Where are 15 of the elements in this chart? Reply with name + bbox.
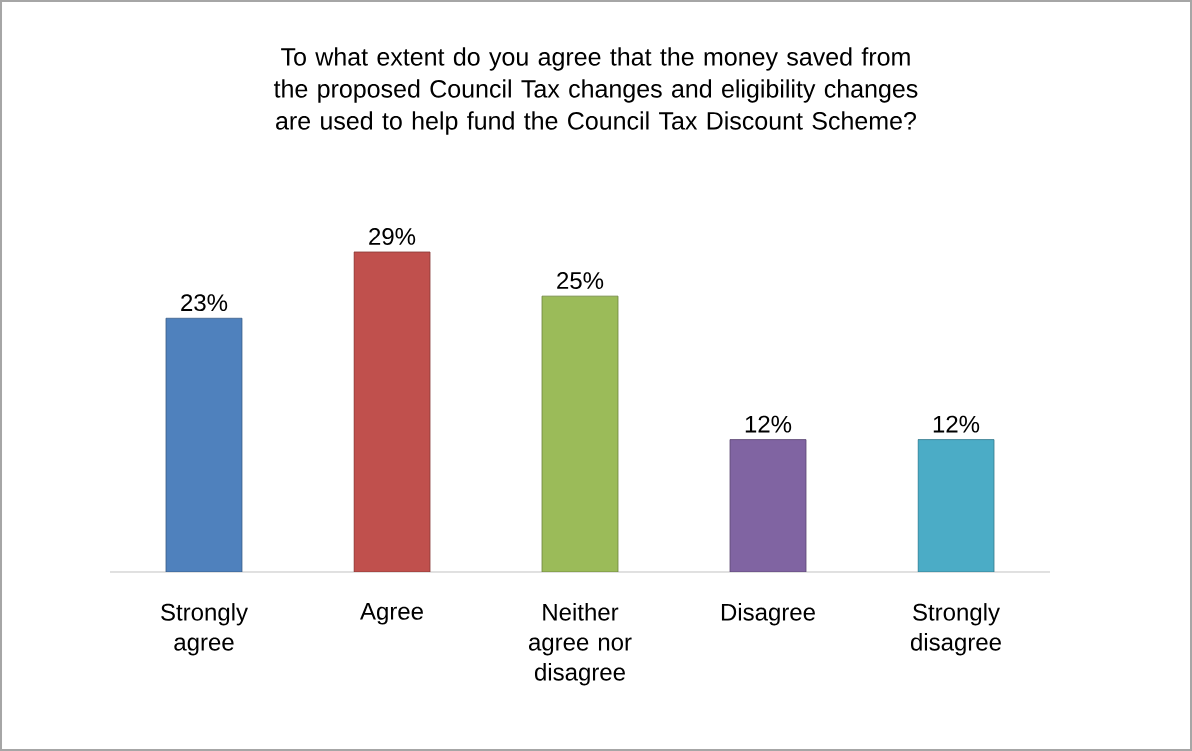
data-label: 12% (745, 415, 792, 433)
x-tick-label: Disagree (721, 603, 815, 626)
data-label: 12% (933, 415, 980, 433)
x-tick-label: Neither agree nor disagree (528, 603, 632, 686)
bar (917, 439, 995, 572)
x-tick-label: Strongly disagree (910, 603, 1001, 656)
chart-title: To what extent do you agree that the money saved from the proposed Council Tax changes and eligibility changes are used to help fund the Council Tax Discount Scheme? (273, 47, 918, 135)
data-label: 23% (181, 294, 228, 312)
bar (165, 317, 243, 572)
bar (729, 439, 807, 572)
data-label: 29% (369, 227, 416, 245)
bar (353, 251, 431, 572)
x-tick-label: Strongly agree (161, 603, 248, 656)
data-label: 25% (557, 272, 604, 290)
x-tick-label: Agree (360, 603, 423, 625)
